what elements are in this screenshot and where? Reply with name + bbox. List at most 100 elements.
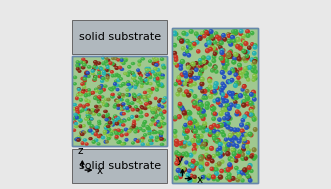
Ellipse shape xyxy=(160,120,164,124)
Ellipse shape xyxy=(98,135,102,138)
Ellipse shape xyxy=(242,132,247,137)
Ellipse shape xyxy=(189,62,195,68)
Ellipse shape xyxy=(206,31,211,36)
Ellipse shape xyxy=(147,74,149,75)
Ellipse shape xyxy=(192,163,197,168)
Ellipse shape xyxy=(229,43,231,44)
Ellipse shape xyxy=(197,77,199,78)
Ellipse shape xyxy=(236,95,238,96)
Ellipse shape xyxy=(218,118,220,120)
Ellipse shape xyxy=(211,108,213,109)
Ellipse shape xyxy=(237,153,242,158)
Ellipse shape xyxy=(93,75,97,79)
Ellipse shape xyxy=(91,109,92,110)
Ellipse shape xyxy=(248,46,250,48)
Ellipse shape xyxy=(225,104,227,105)
Ellipse shape xyxy=(189,122,191,123)
Ellipse shape xyxy=(183,113,188,119)
Ellipse shape xyxy=(236,94,240,98)
Ellipse shape xyxy=(75,96,79,100)
Ellipse shape xyxy=(142,137,144,138)
Ellipse shape xyxy=(194,135,196,136)
Ellipse shape xyxy=(136,118,138,119)
Ellipse shape xyxy=(249,114,251,115)
Ellipse shape xyxy=(184,115,186,116)
Ellipse shape xyxy=(208,79,210,81)
Ellipse shape xyxy=(246,56,248,58)
Ellipse shape xyxy=(235,82,237,83)
Ellipse shape xyxy=(152,56,156,60)
Ellipse shape xyxy=(238,174,240,175)
Ellipse shape xyxy=(205,44,207,45)
Ellipse shape xyxy=(240,152,242,153)
Ellipse shape xyxy=(223,107,225,108)
Ellipse shape xyxy=(231,36,233,37)
Ellipse shape xyxy=(218,35,223,40)
Ellipse shape xyxy=(183,110,188,115)
Ellipse shape xyxy=(88,122,90,123)
Ellipse shape xyxy=(95,126,97,127)
Ellipse shape xyxy=(139,77,140,78)
Ellipse shape xyxy=(139,74,143,78)
Ellipse shape xyxy=(216,100,220,105)
Ellipse shape xyxy=(208,44,212,49)
Ellipse shape xyxy=(246,141,248,142)
Ellipse shape xyxy=(217,101,218,102)
Ellipse shape xyxy=(160,143,165,146)
Ellipse shape xyxy=(208,78,210,79)
Ellipse shape xyxy=(221,146,225,151)
Ellipse shape xyxy=(246,67,248,68)
Ellipse shape xyxy=(250,113,251,115)
Ellipse shape xyxy=(127,93,131,97)
Ellipse shape xyxy=(159,126,161,127)
Ellipse shape xyxy=(106,73,110,77)
Ellipse shape xyxy=(196,125,198,126)
Ellipse shape xyxy=(217,124,219,125)
Ellipse shape xyxy=(229,134,231,135)
Ellipse shape xyxy=(187,169,192,173)
Ellipse shape xyxy=(200,142,201,143)
Ellipse shape xyxy=(150,70,155,74)
Ellipse shape xyxy=(191,159,196,164)
Ellipse shape xyxy=(210,104,214,108)
Ellipse shape xyxy=(163,111,165,112)
Ellipse shape xyxy=(105,98,107,99)
Ellipse shape xyxy=(212,136,216,141)
Ellipse shape xyxy=(163,110,165,111)
Ellipse shape xyxy=(196,99,198,101)
Ellipse shape xyxy=(114,130,118,134)
Ellipse shape xyxy=(200,62,205,67)
Ellipse shape xyxy=(138,109,142,113)
Ellipse shape xyxy=(93,75,98,79)
Ellipse shape xyxy=(113,118,114,119)
Ellipse shape xyxy=(219,50,224,55)
Ellipse shape xyxy=(229,34,231,35)
Ellipse shape xyxy=(95,108,100,112)
Ellipse shape xyxy=(244,140,245,141)
Ellipse shape xyxy=(180,81,185,86)
Ellipse shape xyxy=(117,59,118,60)
Ellipse shape xyxy=(176,93,178,94)
Ellipse shape xyxy=(158,130,162,134)
Ellipse shape xyxy=(90,124,94,128)
Ellipse shape xyxy=(107,69,108,70)
Ellipse shape xyxy=(219,155,221,156)
Ellipse shape xyxy=(87,129,91,133)
Ellipse shape xyxy=(149,82,153,86)
Ellipse shape xyxy=(219,143,220,144)
Ellipse shape xyxy=(200,144,206,149)
Ellipse shape xyxy=(241,170,243,172)
Text: solid substrate: solid substrate xyxy=(78,161,161,171)
Ellipse shape xyxy=(223,65,228,70)
Ellipse shape xyxy=(87,109,89,110)
Ellipse shape xyxy=(153,67,158,71)
Ellipse shape xyxy=(94,64,98,68)
Ellipse shape xyxy=(247,155,249,156)
Ellipse shape xyxy=(87,74,91,78)
Ellipse shape xyxy=(196,75,201,80)
Ellipse shape xyxy=(174,56,176,57)
Ellipse shape xyxy=(222,100,224,101)
Ellipse shape xyxy=(233,83,238,88)
Ellipse shape xyxy=(180,40,182,41)
Ellipse shape xyxy=(151,71,153,72)
